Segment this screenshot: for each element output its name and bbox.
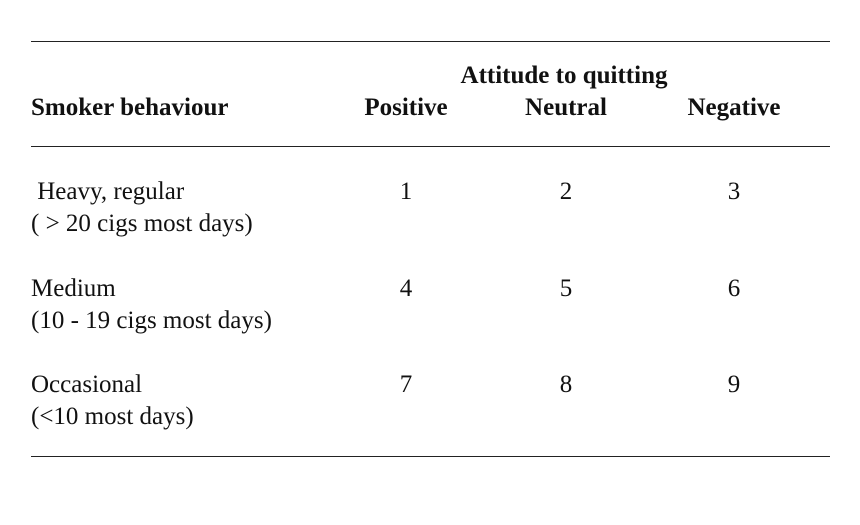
column-header-positive: Positive <box>364 94 448 121</box>
table-cell: 7 <box>399 371 413 398</box>
row-header-smoker-behaviour: Smoker behaviour <box>31 94 229 121</box>
table-row-label: Occasional (<10 most days) <box>31 370 194 432</box>
table-cell: 5 <box>559 275 573 302</box>
table-cell: 6 <box>727 275 741 302</box>
group-header-attitude: Attitude to quitting <box>460 62 668 89</box>
row-label-line1: Medium <box>31 275 116 302</box>
table-cell: 9 <box>727 371 741 398</box>
row-label-line2: ( > 20 cigs most days) <box>31 210 253 237</box>
column-header-negative: Negative <box>687 94 781 121</box>
table-row-label: Medium (10 - 19 cigs most days) <box>31 274 272 336</box>
table-cell: 8 <box>559 371 573 398</box>
row-label-line2: (<10 most days) <box>31 403 194 430</box>
row-label-line2: (10 - 19 cigs most days) <box>31 307 272 334</box>
table-top-rule <box>31 41 830 42</box>
table-cell: 2 <box>559 178 573 205</box>
table-cell: 3 <box>727 178 741 205</box>
table-cell: 1 <box>399 178 413 205</box>
table-cell: 4 <box>399 275 413 302</box>
table-header-rule <box>31 146 830 147</box>
table-row-label: Heavy, regular ( > 20 cigs most days) <box>31 177 253 239</box>
column-header-neutral: Neutral <box>525 94 607 121</box>
row-label-line1: Occasional <box>31 371 143 398</box>
row-label-line1: Heavy, regular <box>31 178 185 205</box>
table-bottom-rule <box>31 456 830 457</box>
